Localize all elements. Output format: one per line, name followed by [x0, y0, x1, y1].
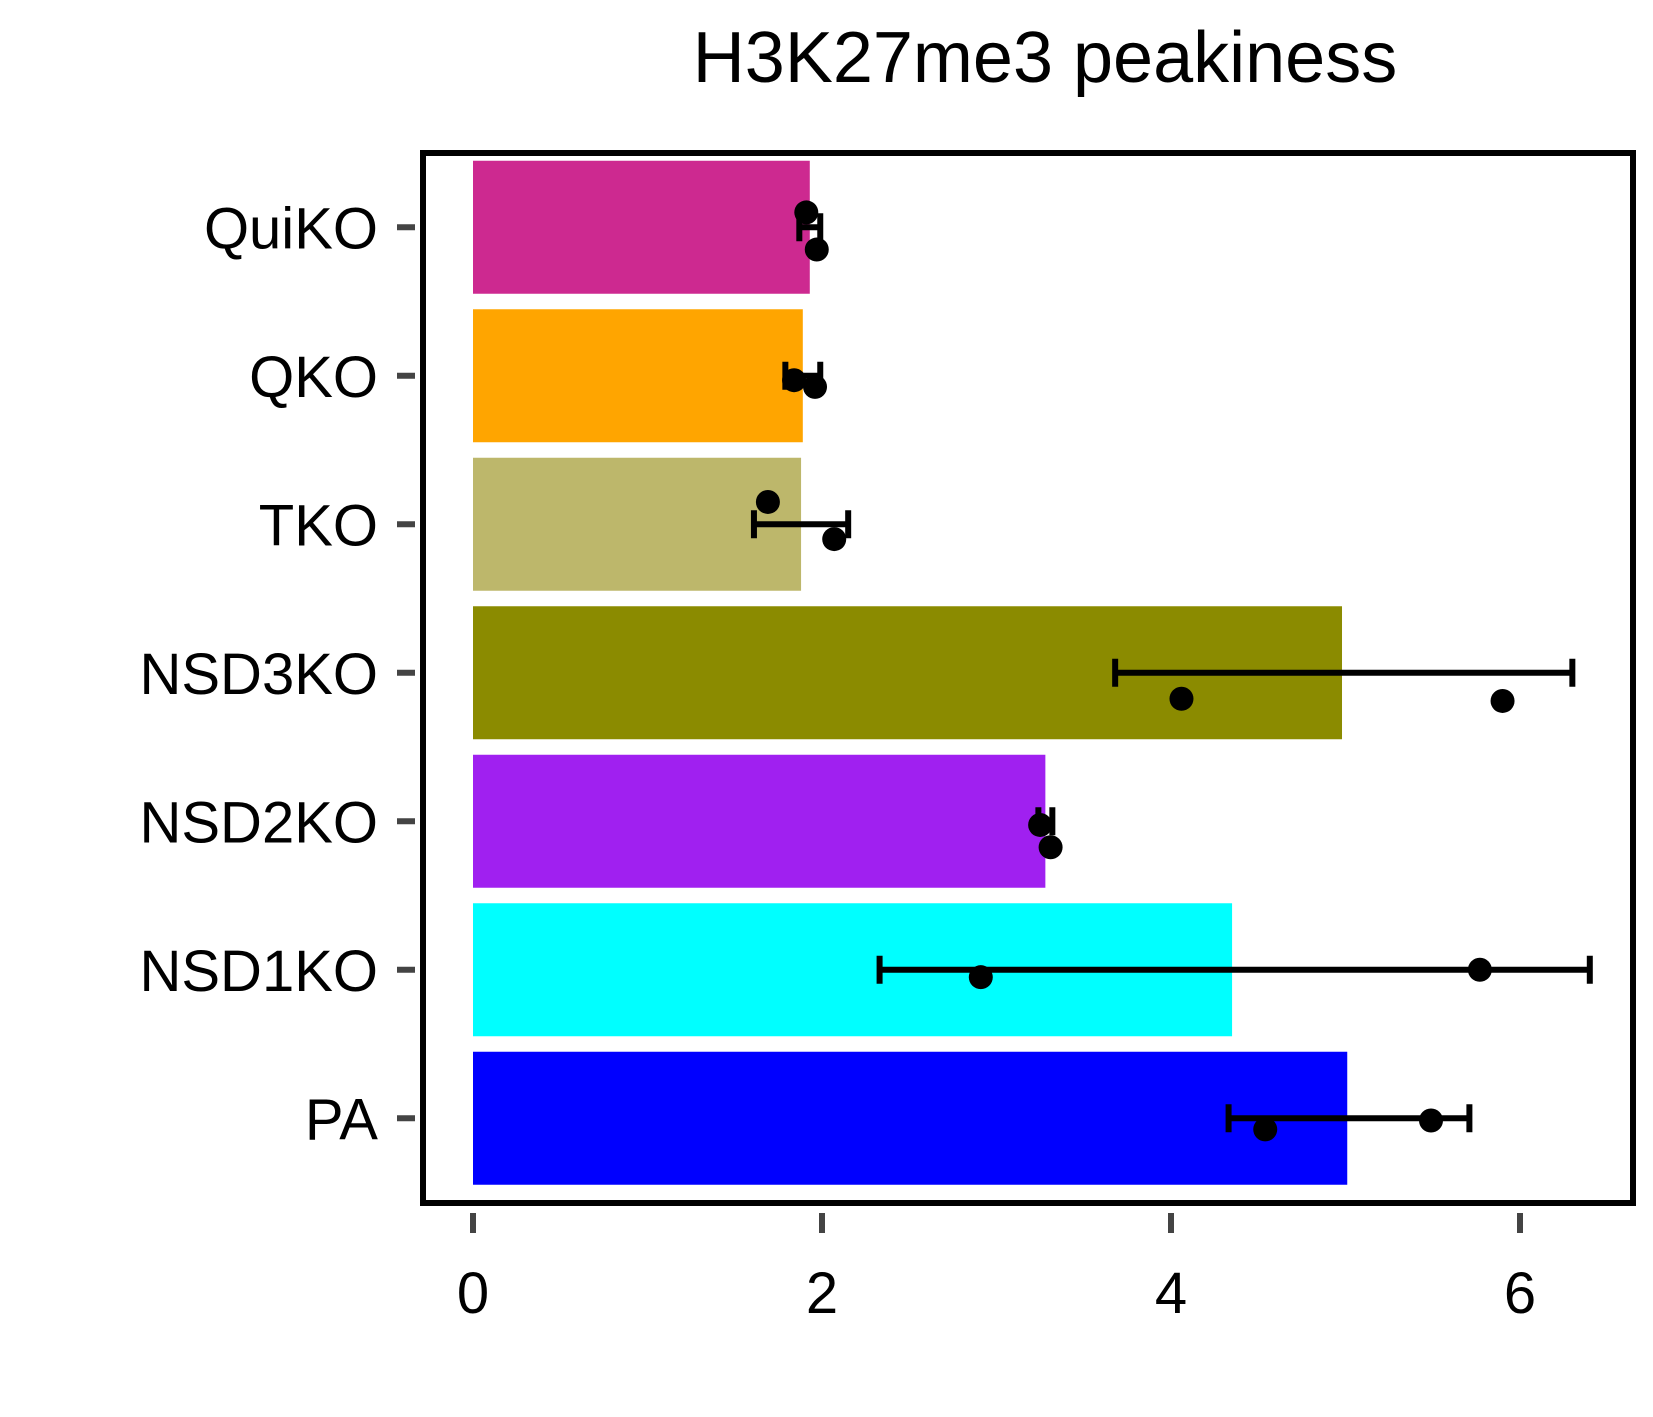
- chart-title: H3K27me3 peakiness: [693, 18, 1397, 98]
- points-layer: [755, 200, 1515, 1142]
- data-point-nsd2ko-1: [1028, 812, 1053, 837]
- data-point-pa-1: [1253, 1117, 1278, 1142]
- x-tick-label-4: 4: [1155, 1261, 1187, 1326]
- data-point-quiko-1: [794, 200, 819, 225]
- data-point-nsd3ko-2: [1490, 688, 1515, 713]
- y-tick-label-quiko: QuiKO: [204, 196, 378, 261]
- y-axis: QuiKO QKO TKO NSD3KO NSD2KO NSD1KO PA: [139, 196, 415, 1152]
- y-tick-label-qko: QKO: [249, 345, 378, 410]
- data-point-nsd2ko-2: [1038, 835, 1063, 860]
- data-point-qko-2: [803, 374, 828, 399]
- data-point-quiko-2: [804, 237, 829, 262]
- bar-tko: [473, 457, 802, 591]
- y-tick-label-nsd2ko: NSD2KO: [139, 790, 378, 855]
- bar-nsd2ko: [473, 754, 1046, 888]
- y-tick-label-pa: PA: [305, 1087, 378, 1152]
- y-tick-label-nsd1ko: NSD1KO: [139, 939, 378, 1004]
- x-tick-label-2: 2: [806, 1261, 838, 1326]
- data-point-nsd3ko-1: [1169, 686, 1194, 711]
- data-point-qko-1: [782, 368, 807, 393]
- x-tick-label-6: 6: [1504, 1261, 1536, 1326]
- bar-qko: [473, 309, 803, 443]
- data-point-nsd1ko-1: [968, 965, 993, 990]
- y-tick-label-tko: TKO: [259, 493, 378, 558]
- bar-pa: [473, 1051, 1348, 1185]
- data-point-tko-1: [755, 489, 780, 514]
- bar-quiko: [473, 160, 810, 294]
- plot-frame: [420, 150, 1636, 1206]
- x-tick-label-0: 0: [457, 1261, 489, 1326]
- y-tick-label-nsd3ko: NSD3KO: [139, 642, 378, 707]
- data-point-pa-2: [1419, 1108, 1444, 1133]
- x-axis: 0 2 4 6: [457, 1213, 1536, 1326]
- data-point-tko-2: [822, 527, 847, 552]
- data-point-nsd1ko-2: [1467, 957, 1492, 982]
